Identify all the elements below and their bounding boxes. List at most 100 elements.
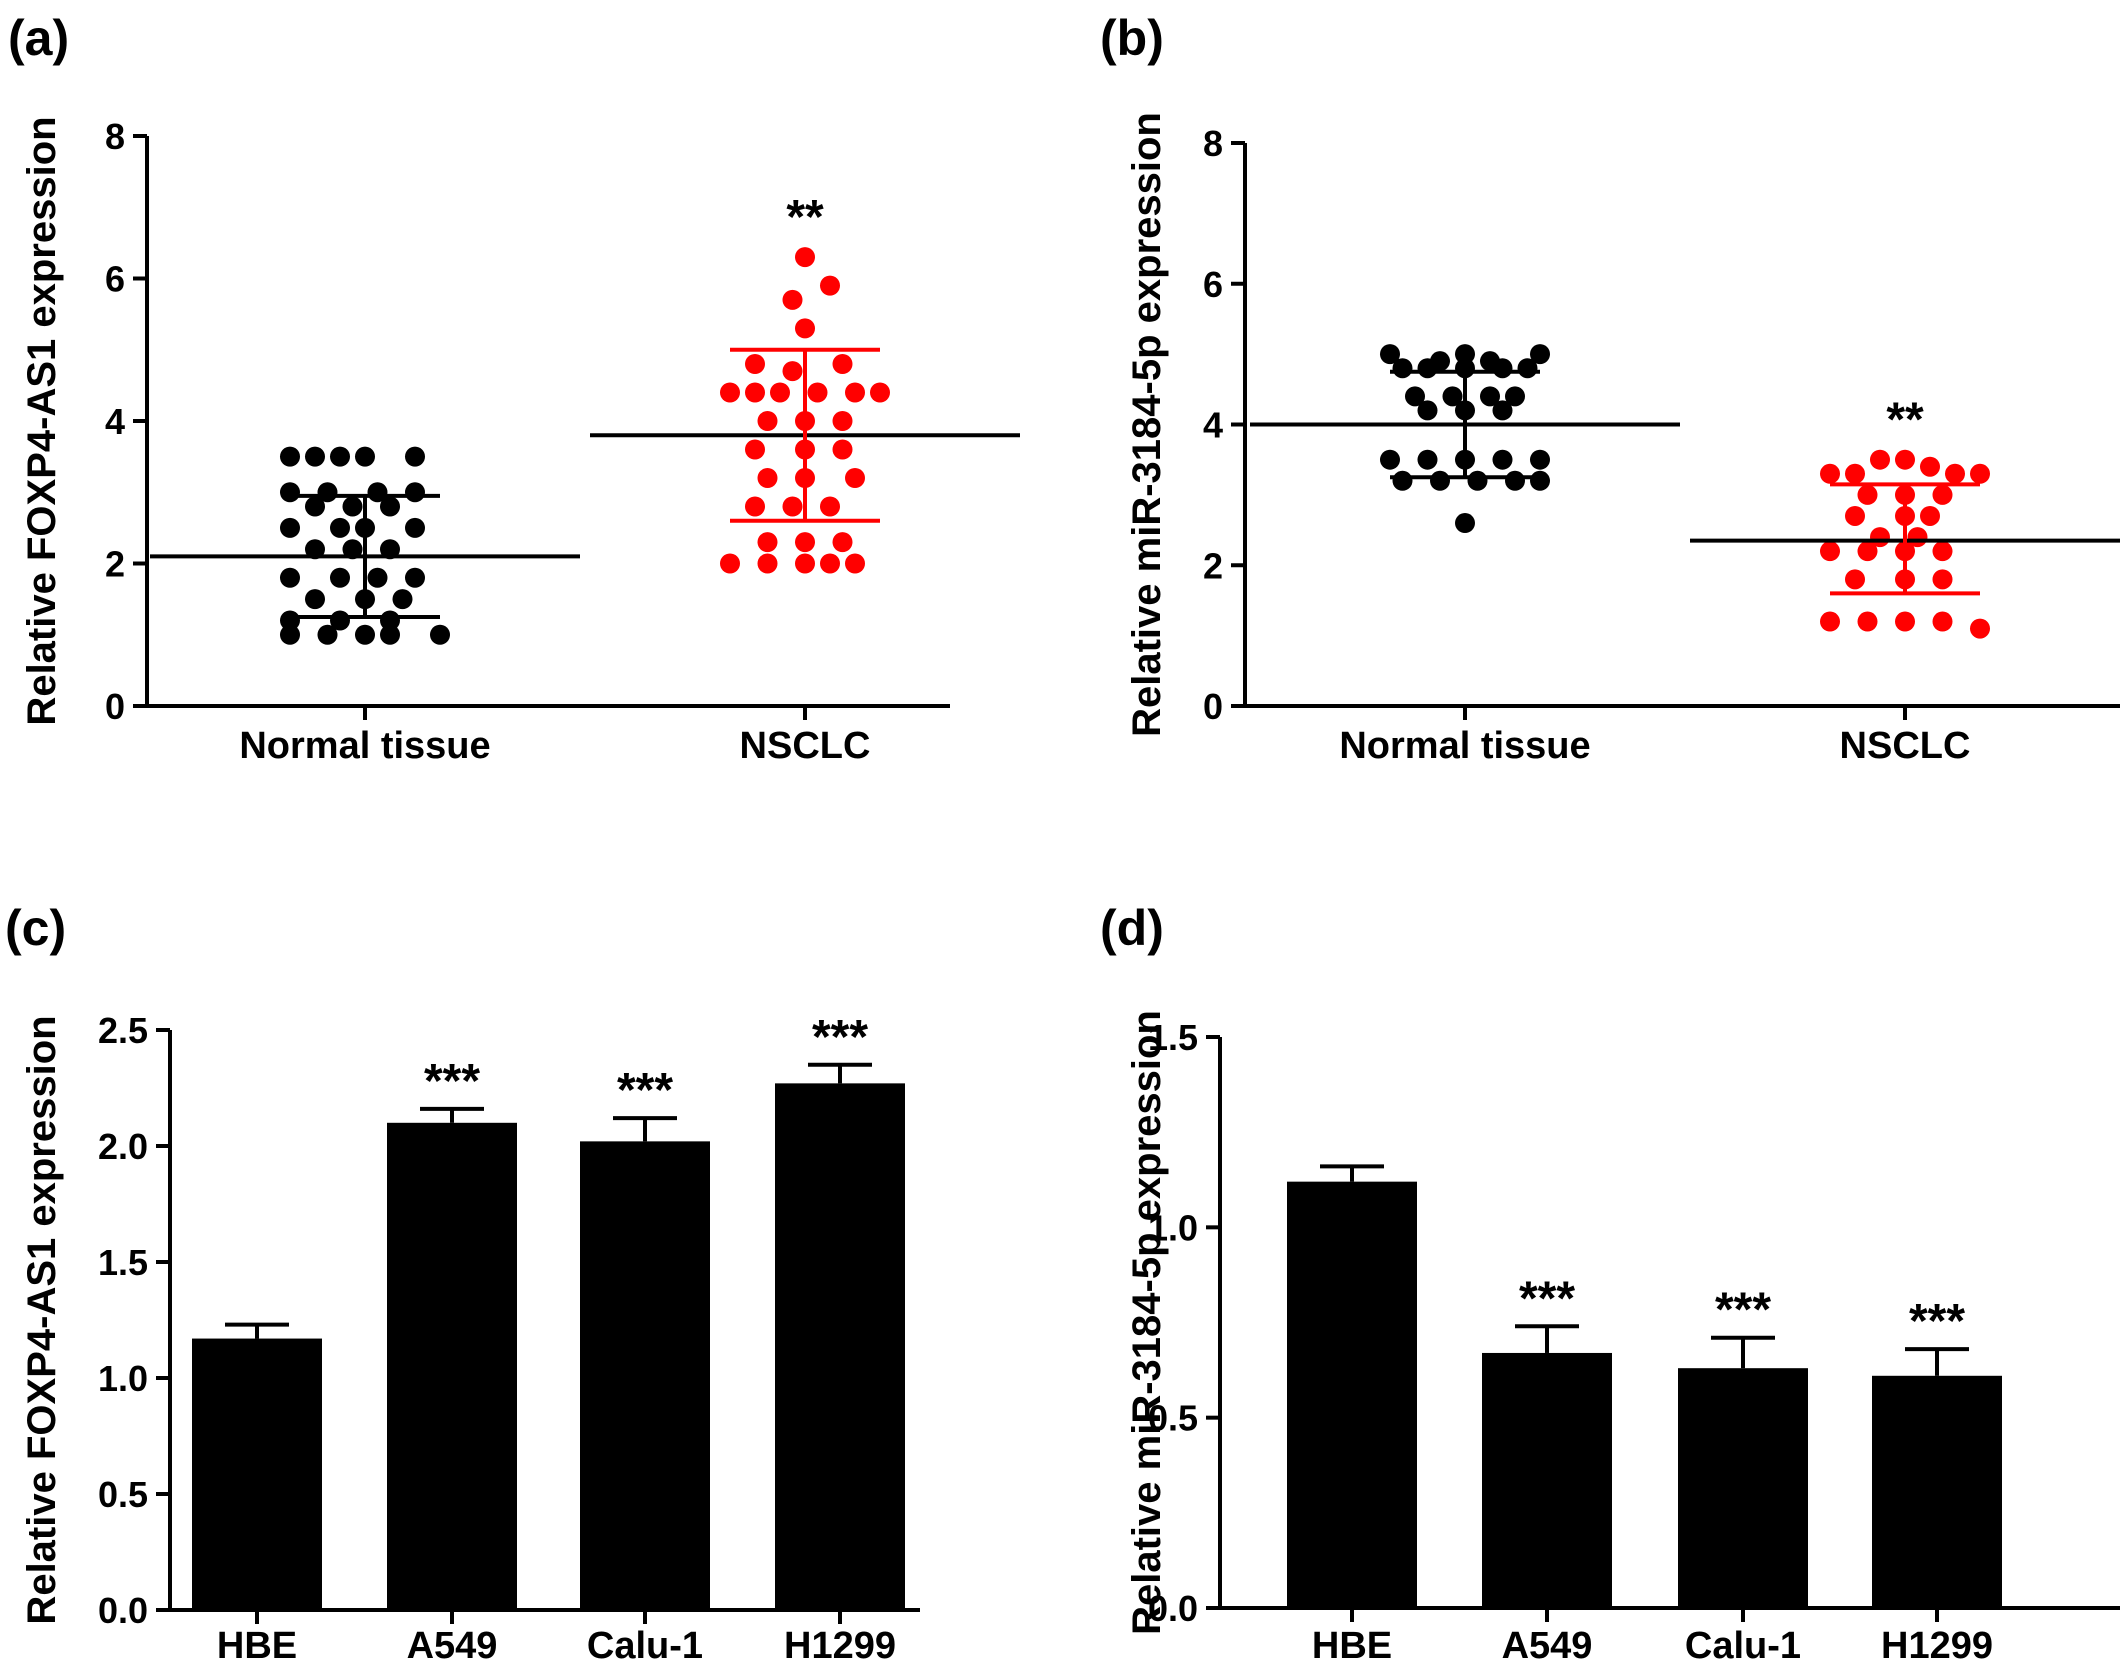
- panel-a-data-point: [280, 517, 300, 538]
- panel-a-data-point: [305, 589, 325, 610]
- panel-b-data-point: [1530, 470, 1550, 491]
- panel-b-x-tick-label: NSCLC: [1840, 725, 1971, 767]
- panel-a-data-point: [280, 624, 300, 645]
- panel-a-data-point: [330, 567, 350, 588]
- panel-a-data-point: [720, 382, 740, 403]
- panel-d-significance: ***: [1909, 1295, 1965, 1348]
- panel-d-x-tick-label: HBE: [1312, 1625, 1392, 1667]
- panel-a-data-point: [757, 553, 778, 574]
- panel-b-data-point: [1845, 463, 1865, 484]
- panel-b-data-point: [1895, 449, 1915, 470]
- panel-a-data-point: [795, 318, 815, 339]
- panel-a-data-point: [795, 553, 815, 574]
- panel-b-data-point: [1870, 449, 1890, 470]
- panel-b-data-point: [1505, 386, 1525, 407]
- panel-a-data-point: [280, 567, 300, 588]
- panel-d-x-tick-label: H1299: [1881, 1625, 1993, 1667]
- panel-a-label: (a): [8, 10, 69, 66]
- panel-b-data-point: [1920, 505, 1940, 526]
- panel-a-data-point: [757, 532, 778, 553]
- panel-c-y-tick-label: 1.5: [98, 1242, 148, 1283]
- panel-c-bar: [580, 1141, 710, 1610]
- panel-a-data-point: [832, 411, 853, 431]
- panel-b-data-point: [1945, 463, 1965, 484]
- panel-b-data-point: [1857, 611, 1878, 632]
- panel-a-data-point: [820, 553, 840, 574]
- panel-b-data-point: [1417, 449, 1438, 470]
- panel-b-significance: **: [1886, 394, 1924, 447]
- panel-a-data-point: [405, 446, 425, 467]
- panel-a-data-point: [832, 532, 853, 553]
- panel-c-bar: [192, 1338, 322, 1610]
- panel-b-label: (b): [1100, 10, 1164, 66]
- panel-c-bar: [775, 1083, 905, 1610]
- panel-b-data-point: [1530, 449, 1550, 470]
- panel-d-bar: [1287, 1181, 1417, 1608]
- panel-b-data-point: [1380, 449, 1400, 470]
- panel-a-data-point: [845, 382, 865, 403]
- panel-a-data-point: [832, 354, 853, 374]
- panel-a-data-point: [330, 446, 350, 467]
- panel-d-bar: [1872, 1375, 2002, 1608]
- panel-a-data-point: [305, 539, 325, 560]
- panel-a-data-point: [745, 354, 765, 374]
- panel-a-data-point: [280, 446, 300, 467]
- panel-b-x-tick-label: Normal tissue: [1339, 725, 1590, 767]
- panel-b-data-point: [1505, 470, 1525, 491]
- panel-b-data-point: [1920, 456, 1940, 477]
- panel-a-data-point: [405, 517, 425, 538]
- panel-a-y-tick-label: 6: [105, 259, 125, 300]
- panel-a-data-point: [757, 468, 778, 488]
- panel-c-significance: ***: [812, 1011, 868, 1064]
- panel-b-data-point: [1970, 618, 1990, 639]
- panel-a-y-tick-label: 8: [105, 116, 125, 157]
- panel-b-data-point: [1932, 611, 1953, 632]
- panel-c-x-tick-label: A549: [407, 1625, 498, 1667]
- panel-b-data-point: [1392, 470, 1413, 491]
- panel-d-label: (d): [1100, 900, 1164, 956]
- panel-b-data-point: [1455, 513, 1475, 534]
- panel-a-data-point: [342, 539, 363, 560]
- panel-d-significance: ***: [1715, 1284, 1771, 1337]
- panel-d-x-tick-label: Calu-1: [1685, 1625, 1801, 1667]
- panel-c-y-tick-label: 2.0: [98, 1126, 148, 1167]
- panel-b-data-point: [1442, 386, 1463, 407]
- panel-d-bar: [1482, 1352, 1612, 1608]
- panel-b-data-point: [1970, 463, 1990, 484]
- panel-d-y-tick-label: 0.5: [1148, 1398, 1198, 1439]
- panel-a-data-point: [305, 496, 325, 517]
- panel-a-data-point: [355, 446, 375, 467]
- panel-c-significance: ***: [617, 1064, 673, 1117]
- panel-b-data-point: [1517, 358, 1538, 379]
- panel-a-data-point: [795, 532, 815, 553]
- panel-a-y-axis-label: Relative FOXP4-AS1 expression: [20, 116, 64, 725]
- panel-b-y-tick-label: 2: [1203, 545, 1223, 586]
- panel-a-data-point: [845, 553, 865, 574]
- panel-a-data-point: [770, 382, 790, 403]
- panel-a-data-point: [745, 382, 765, 403]
- panel-a-data-point: [845, 468, 865, 488]
- panel-b-data-point: [1492, 400, 1513, 421]
- panel-a-data-point: [745, 496, 765, 517]
- panel-c-y-tick-label: 0.5: [98, 1474, 148, 1515]
- panel-c-y-tick-label: 2.5: [98, 1010, 148, 1051]
- panel-a-x-tick-label: NSCLC: [740, 725, 871, 767]
- panel-a-data-point: [392, 589, 413, 610]
- panel-b-data-point: [1932, 569, 1953, 590]
- panel-c-y-axis-label: Relative FOXP4-AS1 expression: [20, 1015, 64, 1624]
- panel-a-x-tick-label: Normal tissue: [239, 725, 490, 767]
- panel-c-x-tick-label: HBE: [217, 1625, 297, 1667]
- panel-b-data-point: [1405, 386, 1425, 407]
- panel-c-label: (c): [5, 900, 66, 956]
- panel-c-x-tick-label: Calu-1: [587, 1625, 703, 1667]
- panel-b-data-point: [1492, 358, 1513, 379]
- panel-a-data-point: [870, 382, 890, 403]
- panel-a-data-point: [330, 517, 350, 538]
- panel-b-data-point: [1895, 611, 1915, 632]
- panel-a-data-point: [405, 567, 425, 588]
- panel-a-data-point: [757, 411, 778, 431]
- panel-a-data-point: [430, 624, 450, 645]
- panel-b-data-point: [1417, 358, 1438, 379]
- panel-c-significance: ***: [424, 1055, 480, 1108]
- panel-c-y-tick-label: 0.0: [98, 1590, 148, 1631]
